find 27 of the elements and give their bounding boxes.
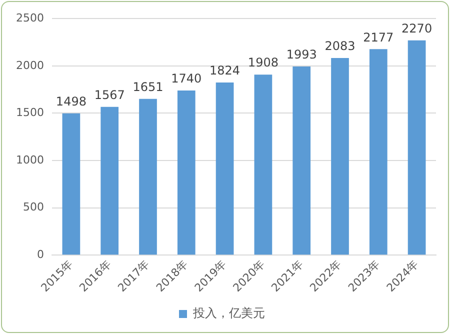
y-tick-label: 500 xyxy=(22,200,44,214)
bar xyxy=(62,113,80,255)
bar xyxy=(331,58,349,255)
data-label: 1908 xyxy=(248,56,278,70)
bar xyxy=(100,106,119,255)
bar xyxy=(369,49,388,255)
bar xyxy=(216,82,234,255)
bar xyxy=(139,98,157,255)
y-tick-label: 2000 xyxy=(16,58,44,72)
data-label: 1993 xyxy=(286,48,317,62)
bar xyxy=(292,66,311,255)
data-label: 2177 xyxy=(363,30,394,44)
data-label: 1567 xyxy=(94,88,125,102)
data-label: 1498 xyxy=(56,94,86,109)
bar xyxy=(254,74,272,255)
y-tick-label: 0 xyxy=(36,248,44,261)
data-label: 1651 xyxy=(132,80,164,94)
data-label: 1824 xyxy=(210,64,240,78)
data-label: 2270 xyxy=(402,21,432,36)
y-tick-label: 1000 xyxy=(16,153,44,166)
bar xyxy=(408,40,426,255)
y-tick-label: 1500 xyxy=(16,106,44,120)
legend-label: 投入，亿美元 xyxy=(192,306,265,320)
bar xyxy=(177,90,196,255)
data-label: 2083 xyxy=(324,39,356,54)
data-label: 1740 xyxy=(171,72,202,86)
y-tick-label: 2500 xyxy=(16,11,44,24)
